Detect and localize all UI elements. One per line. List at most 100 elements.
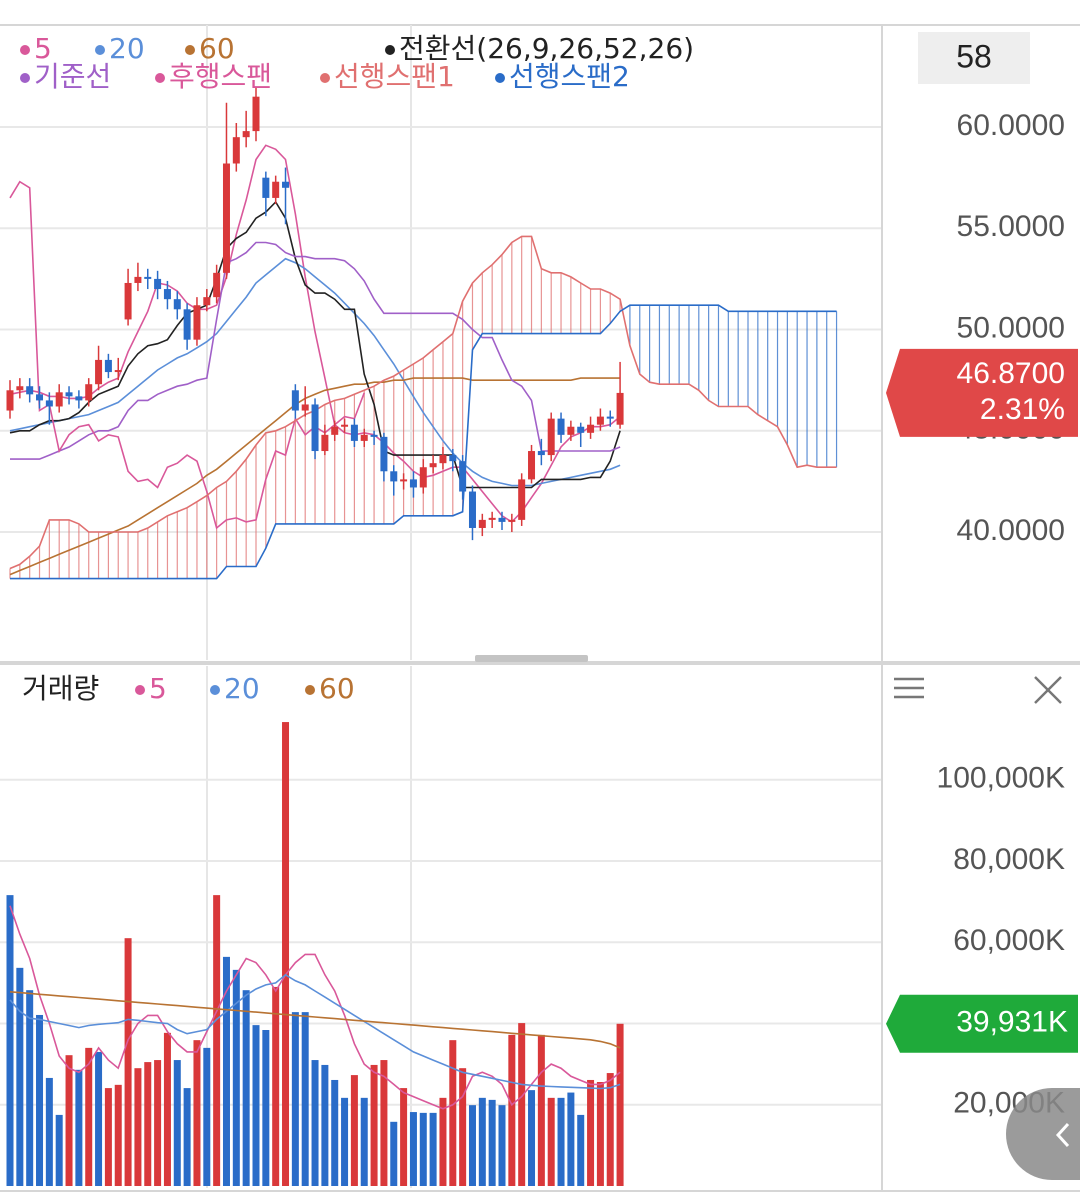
volume-bar — [370, 1064, 378, 1186]
volume-bar — [547, 1097, 555, 1186]
volume-bar — [291, 1012, 299, 1186]
candle-body — [488, 517, 496, 520]
candle-body — [459, 461, 467, 492]
volume-bar — [203, 1047, 211, 1186]
legend-marker — [155, 73, 165, 83]
legend-label: 20 — [224, 672, 260, 705]
volume-bar — [6, 895, 14, 1186]
volume-bar — [45, 1077, 53, 1186]
volume-bar — [419, 1112, 427, 1186]
series-line — [9, 991, 621, 1049]
candle-body — [321, 434, 329, 452]
volume-bar — [213, 895, 221, 1186]
candle-body — [429, 463, 437, 468]
volume-bar — [596, 1082, 604, 1186]
candle-body — [498, 517, 506, 522]
candle-body — [596, 416, 604, 425]
current-value-label: 46.8700 — [957, 357, 1065, 390]
current-value-label: 39,931K — [956, 1006, 1068, 1039]
series-line — [10, 241, 621, 460]
candle-body — [242, 131, 250, 138]
candle-body — [468, 491, 476, 528]
candle-body — [282, 181, 290, 188]
candle-body — [36, 394, 44, 401]
panel-title: 거래량 — [22, 672, 99, 705]
legend-marker — [320, 73, 330, 83]
volume-bar — [537, 1034, 545, 1186]
menu-icon[interactable] — [894, 677, 924, 699]
candle-body — [390, 471, 398, 482]
legend-label: 20 — [109, 32, 145, 65]
volume-bar — [616, 1023, 624, 1186]
candle-body — [587, 424, 595, 433]
legend-label: 5 — [34, 32, 52, 65]
volume-bar — [311, 1060, 319, 1186]
volume-bar — [606, 1073, 614, 1186]
volume-bar — [222, 956, 230, 1186]
volume-bar — [232, 969, 240, 1186]
volume-bar — [104, 1088, 112, 1186]
candle-body — [331, 426, 339, 435]
volume-bar — [400, 1088, 408, 1186]
volume-bar — [360, 1097, 368, 1186]
volume-bar — [36, 1014, 44, 1186]
series-line — [9, 235, 837, 570]
volume-bar — [183, 1088, 191, 1186]
candle-body — [114, 370, 122, 373]
period-box[interactable] — [918, 32, 1030, 84]
candle-body — [85, 384, 93, 401]
volume-bar — [65, 1055, 73, 1186]
y-tick-label: 50.0000 — [957, 311, 1065, 344]
volume-bar — [75, 1069, 83, 1186]
candle-body — [400, 479, 408, 482]
close-icon[interactable] — [1034, 676, 1062, 704]
volume-bar — [488, 1099, 496, 1186]
volume-bar — [262, 1030, 270, 1186]
volume-bar — [409, 1112, 417, 1186]
legend-marker — [305, 685, 315, 695]
volume-bar — [272, 986, 280, 1186]
volume-bar — [449, 1040, 457, 1186]
candle-body — [291, 390, 299, 411]
current-change-label: 2.31% — [980, 393, 1065, 426]
volume-bar — [331, 1079, 339, 1186]
volume-bar — [154, 1060, 162, 1186]
legend-label: 후행스팬 — [169, 60, 272, 93]
y-tick-label: 40.0000 — [957, 514, 1065, 547]
volume-bar — [577, 1114, 585, 1186]
volume-bar — [134, 1068, 142, 1186]
candle-body — [16, 386, 24, 391]
candle-body — [557, 418, 565, 435]
volume-bar — [95, 1051, 103, 1186]
candle-body — [203, 297, 211, 306]
candle-body — [134, 276, 142, 283]
volume-bar — [429, 1112, 437, 1186]
candle-body — [262, 177, 270, 198]
candle-body — [6, 390, 14, 411]
series-line — [10, 304, 837, 580]
y-tick-label: 60,000K — [953, 924, 1065, 957]
volume-bar — [518, 1023, 526, 1186]
current-value-box — [886, 994, 1078, 1053]
volume-bar — [468, 1105, 476, 1186]
series-line — [9, 905, 621, 1110]
side-tab[interactable] — [1006, 1088, 1080, 1180]
y-tick-label: 80,000K — [953, 843, 1065, 876]
volume-bar — [163, 1032, 171, 1186]
candle-body — [183, 309, 191, 340]
volume-bar — [193, 1040, 201, 1186]
candle-body — [213, 272, 221, 298]
candle-body — [124, 282, 132, 320]
scroll-thumb[interactable] — [475, 655, 588, 662]
volume-bar — [528, 1090, 536, 1186]
legend-marker — [385, 45, 395, 55]
legend-label: 60 — [199, 32, 235, 65]
candle-body — [419, 467, 427, 488]
legend-marker — [185, 45, 195, 55]
volume-bar — [380, 1060, 388, 1186]
volume-bar — [55, 1114, 63, 1186]
candle-body — [360, 434, 368, 441]
volume-bar — [114, 1084, 122, 1186]
volume-bar — [301, 1012, 309, 1186]
